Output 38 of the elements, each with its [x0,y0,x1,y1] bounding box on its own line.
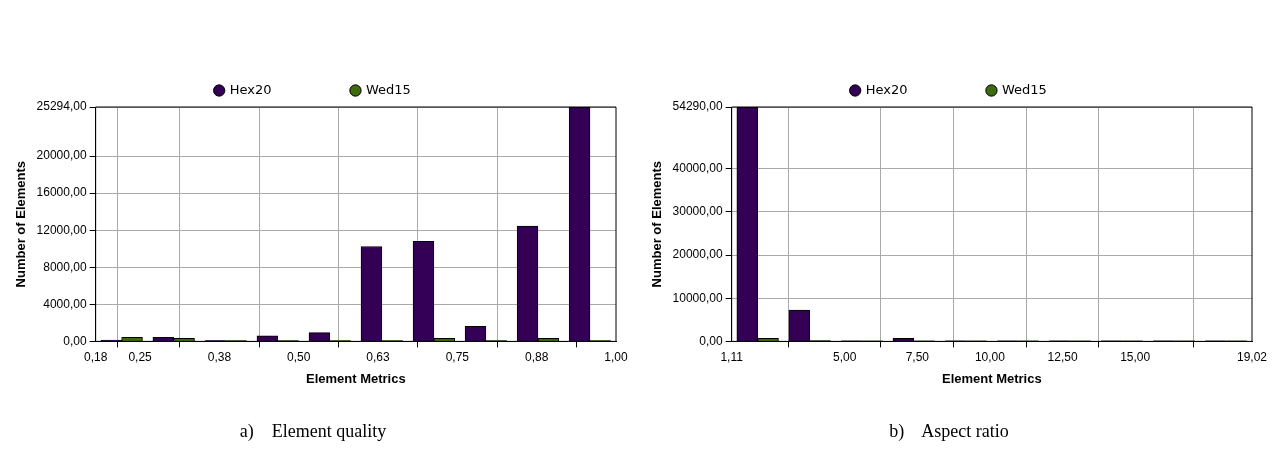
x-axis-title: Element Metrics [305,371,406,387]
legend-label: Hex20 [229,81,272,97]
x-tick-label: 12,50 [1047,349,1078,364]
y-tick-label: 25294,00 [36,99,87,114]
y-tick-label: 10000,00 [672,290,723,305]
x-tick-label: 0,18 [83,349,108,364]
x-tick-label: 10,00 [974,349,1006,364]
legend-label: Wed15 [1001,81,1047,97]
x-tick-label: 7,50 [905,349,930,364]
x-tick-label: 0,50 [287,349,311,364]
y-tick-label: 16000,00 [36,185,87,200]
legend-label: Hex20 [865,81,908,97]
y-tick-label: 4000,00 [43,296,87,311]
y-tick-label: 54290,00 [672,99,723,114]
y-tick-label: 12000,00 [36,222,87,237]
y-tick-label: 40000,00 [672,161,723,176]
y-tick-label: 20000,00 [36,148,87,163]
y-tick-label: 20000,00 [672,247,723,262]
x-tick-label: 19,02 [1236,349,1268,364]
x-tick-label: 0,88 [525,349,549,364]
x-tick-label: 15,00 [1120,349,1151,364]
text: b) Aspect ratio [889,420,1009,442]
y-tick-label: 30000,00 [672,204,723,219]
y-tick-label: 0,00 [699,333,723,348]
x-tick-label: 0,75 [445,349,470,364]
x-tick-label: 5,00 [832,349,857,364]
x-tick-label: 1,00 [604,349,628,364]
x-axis-title: Element Metrics [941,371,1042,387]
text: a) Element quality [239,420,387,442]
legend-label: Wed15 [365,81,411,97]
x-tick-label: 0,25 [128,349,153,364]
x-tick-label: 0,63 [366,349,391,364]
y-axis-title: Number of Elements [13,160,29,288]
x-tick-label: 0,38 [207,349,232,364]
y-tick-label: 8000,00 [43,259,87,274]
y-tick-label: 0,00 [63,333,87,348]
y-axis-title: Number of Elements [649,160,665,288]
x-tick-label: 1,11 [720,349,744,364]
